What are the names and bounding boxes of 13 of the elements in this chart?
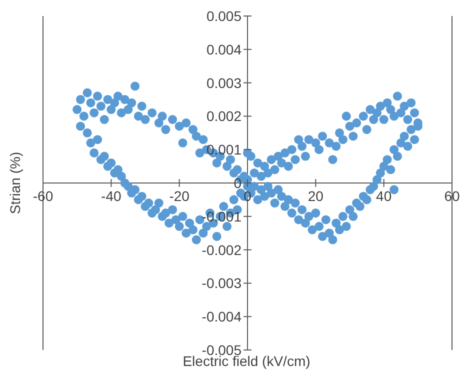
x-tick-label: -20	[169, 188, 190, 204]
y-tick-label: -0.003	[202, 275, 242, 292]
y-tick-label: 0.002	[206, 108, 242, 124]
y-axis-title: Strian (%)	[7, 152, 23, 214]
x-tick-label: 0	[244, 188, 252, 204]
x-tick-label: 40	[376, 188, 392, 204]
y-tick-label: -0.002	[202, 242, 242, 258]
x-tick-label: 20	[308, 188, 324, 204]
y-tick-label: -0.004	[202, 308, 242, 325]
y-tick-label: 0.004	[206, 41, 242, 58]
y-tick-label: 0.005	[206, 8, 242, 24]
y-tick-label: 0.003	[206, 74, 242, 91]
x-tick-label: -40	[101, 188, 122, 204]
